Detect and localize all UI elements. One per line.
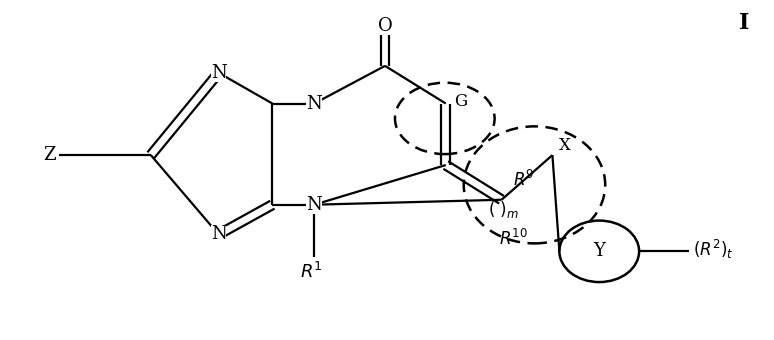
Text: O: O: [378, 17, 392, 35]
Text: $(\,\,)_m$: $(\,\,)_m$: [488, 199, 519, 220]
Text: X: X: [558, 137, 570, 154]
Text: I: I: [738, 12, 749, 34]
Text: N: N: [211, 64, 227, 82]
Text: $R^1$: $R^1$: [300, 262, 323, 282]
Text: Z: Z: [43, 146, 56, 164]
Text: N: N: [307, 95, 322, 113]
Text: G: G: [454, 93, 467, 110]
Text: $R^{10}$: $R^{10}$: [499, 230, 528, 250]
Text: N: N: [307, 196, 322, 214]
Text: $R^9$: $R^9$: [513, 170, 534, 190]
Text: Y: Y: [594, 242, 605, 260]
Text: N: N: [211, 225, 227, 243]
Text: $(R^2)_t$: $(R^2)_t$: [693, 238, 734, 261]
